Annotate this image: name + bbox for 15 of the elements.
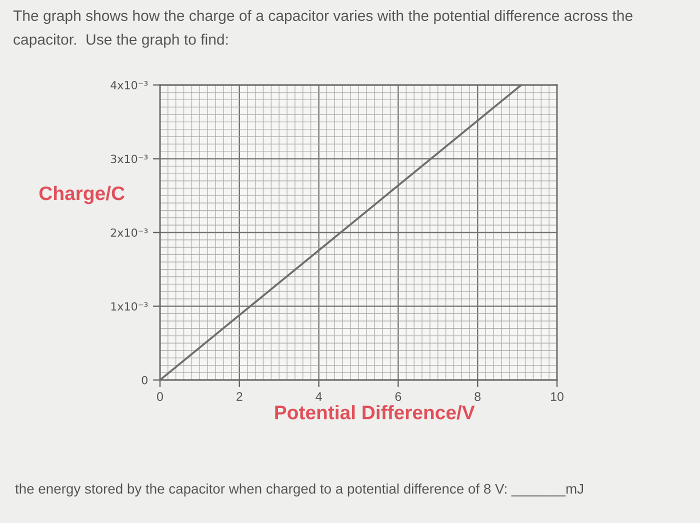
x-axis-title: Potential Difference/V [275,405,475,420]
x-tick-label: 8 [474,392,481,401]
chart-title: The graph shows how the charge of a capacitor varies with the potential difference across the capacitor. Use the graph to find: [13,10,632,48]
y-tick-label: 0 [142,376,148,384]
x-tick-label: 10 [551,392,564,401]
y-tick-label: 4x10⁻³ [110,80,148,90]
y-tick-label: 2x10⁻³ [110,228,148,237]
x-tick-label: 4 [316,392,322,401]
y-axis-title: Charge/C [39,186,125,204]
text: the energy stored by the capacitor when charged to a potential difference of 8 V: _______mJ [15,484,584,496]
x-tick-label: 2 [236,392,242,401]
y-tick-label: 3x10⁻³ [110,154,148,164]
x-tick-label: 6 [395,392,402,401]
x-tick-label: 0 [157,392,163,401]
y-tick-label: 1x10⁻³ [111,302,148,311]
